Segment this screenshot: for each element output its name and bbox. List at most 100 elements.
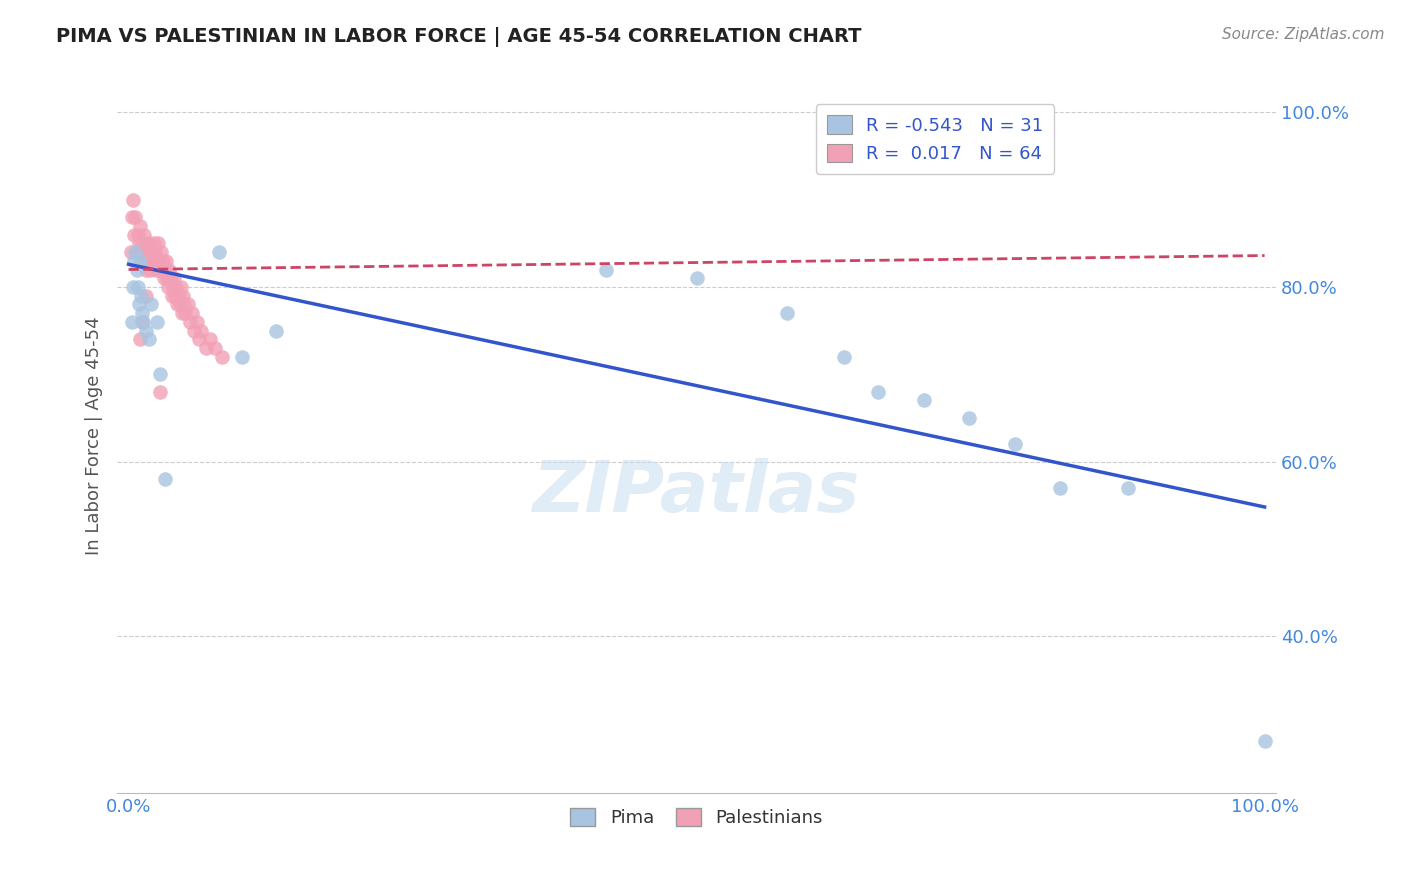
Point	[149, 384, 172, 399]
Text: Source: ZipAtlas.com: Source: ZipAtlas.com	[1222, 27, 1385, 42]
Point	[132, 253, 155, 268]
Point	[134, 227, 156, 242]
Point	[146, 253, 169, 268]
Point	[129, 219, 152, 233]
Point	[912, 393, 935, 408]
Point	[145, 262, 167, 277]
Point	[176, 297, 198, 311]
Point	[142, 236, 165, 251]
Point	[159, 262, 181, 277]
Point	[124, 245, 146, 260]
Point	[153, 262, 176, 277]
Point	[122, 253, 145, 268]
Point	[868, 384, 890, 399]
Point	[211, 350, 233, 364]
Point	[166, 297, 188, 311]
Point	[163, 271, 186, 285]
Point	[165, 280, 187, 294]
Point	[135, 245, 157, 260]
Point	[183, 324, 205, 338]
Point	[156, 271, 179, 285]
Point	[169, 297, 191, 311]
Point	[149, 262, 172, 277]
Point	[149, 368, 172, 382]
Point	[595, 262, 617, 277]
Point	[121, 210, 143, 224]
Point	[135, 262, 157, 277]
Point	[153, 472, 176, 486]
Point	[131, 315, 153, 329]
Point	[122, 193, 145, 207]
Point	[136, 253, 159, 268]
Point	[165, 289, 187, 303]
Point	[141, 297, 163, 311]
Point	[127, 280, 149, 294]
Point	[124, 210, 146, 224]
Point	[170, 306, 193, 320]
Point	[200, 332, 222, 346]
Point	[155, 253, 177, 268]
Point	[120, 245, 142, 260]
Point	[139, 262, 162, 277]
Point	[1116, 481, 1139, 495]
Point	[231, 350, 253, 364]
Point	[172, 289, 194, 303]
Point	[181, 306, 204, 320]
Point	[1049, 481, 1071, 495]
Text: ZIPatlas: ZIPatlas	[533, 458, 860, 527]
Point	[170, 280, 193, 294]
Point	[1253, 734, 1275, 748]
Point	[167, 289, 190, 303]
Point	[174, 306, 197, 320]
Point	[179, 315, 201, 329]
Point	[141, 245, 163, 260]
Point	[138, 332, 160, 346]
Point	[135, 324, 157, 338]
Point	[186, 315, 208, 329]
Point	[122, 227, 145, 242]
Point	[685, 271, 707, 285]
Legend: Pima, Palestinians: Pima, Palestinians	[562, 801, 830, 834]
Point	[188, 332, 211, 346]
Point	[152, 253, 174, 268]
Point	[129, 245, 152, 260]
Point	[125, 245, 148, 260]
Point	[131, 236, 153, 251]
Point	[141, 253, 163, 268]
Point	[128, 297, 150, 311]
Point	[122, 280, 145, 294]
Point	[121, 315, 143, 329]
Point	[776, 306, 799, 320]
Point	[157, 280, 180, 294]
Point	[129, 289, 152, 303]
Point	[143, 245, 166, 260]
Point	[148, 253, 170, 268]
Point	[146, 236, 169, 251]
Point	[832, 350, 855, 364]
Point	[159, 271, 181, 285]
Point	[125, 262, 148, 277]
Point	[129, 253, 152, 268]
Point	[132, 315, 155, 329]
Point	[162, 280, 184, 294]
Point	[152, 271, 174, 285]
Point	[194, 341, 217, 355]
Point	[150, 245, 173, 260]
Point	[957, 411, 980, 425]
Point	[173, 297, 195, 311]
Point	[131, 306, 153, 320]
Point	[138, 236, 160, 251]
Point	[128, 236, 150, 251]
Point	[204, 341, 226, 355]
Point	[1004, 437, 1026, 451]
Text: PIMA VS PALESTINIAN IN LABOR FORCE | AGE 45-54 CORRELATION CHART: PIMA VS PALESTINIAN IN LABOR FORCE | AGE…	[56, 27, 862, 46]
Point	[160, 289, 183, 303]
Point	[129, 332, 152, 346]
Point	[208, 245, 231, 260]
Point	[127, 227, 149, 242]
Point	[146, 315, 169, 329]
Point	[190, 324, 212, 338]
Point	[135, 289, 157, 303]
Y-axis label: In Labor Force | Age 45-54: In Labor Force | Age 45-54	[86, 316, 103, 555]
Point	[264, 324, 287, 338]
